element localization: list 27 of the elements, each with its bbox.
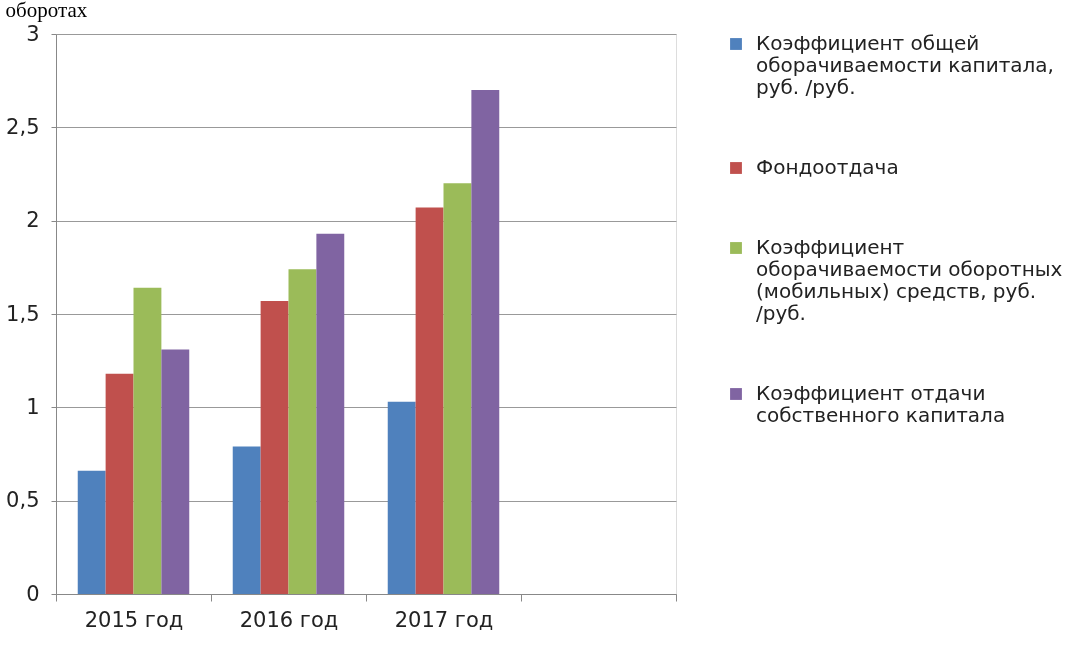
bar bbox=[260, 300, 289, 594]
y-tick-label: 0 bbox=[26, 581, 40, 606]
bar bbox=[471, 90, 500, 594]
legend-label: Коэффициент оборачиваемости оборотных (мобильных) средств, руб. /руб. bbox=[756, 235, 1063, 325]
x-tick-label: 2016 год bbox=[239, 607, 339, 632]
legend-label: Фондоотдача bbox=[756, 155, 899, 179]
y-tick-label: 0,5 bbox=[6, 488, 40, 513]
bar bbox=[133, 287, 162, 594]
bar bbox=[316, 233, 345, 594]
legend-label: Коэффициент отдачи собственного капитала bbox=[756, 381, 1006, 427]
bar bbox=[232, 446, 261, 594]
bar bbox=[443, 183, 472, 594]
bar bbox=[105, 373, 134, 594]
y-tick-label: 3 bbox=[26, 21, 40, 46]
y-tick-label: 1,5 bbox=[6, 301, 40, 326]
x-tick-label: 2017 год bbox=[394, 607, 494, 632]
bar bbox=[161, 349, 190, 594]
legend-label: Коэффициент общей оборачиваемости капитала, руб. /руб. bbox=[756, 31, 1054, 99]
y-tick-label: 2,5 bbox=[6, 114, 40, 139]
bar bbox=[387, 401, 416, 594]
x-tick-label: 2015 год bbox=[84, 607, 184, 632]
y-tick-label: 2 bbox=[26, 208, 40, 233]
chart-title: оборотах bbox=[5, 0, 88, 22]
y-tick-label: 1 bbox=[26, 394, 40, 419]
bar bbox=[288, 269, 317, 594]
bar bbox=[77, 470, 106, 594]
bar bbox=[415, 207, 444, 594]
